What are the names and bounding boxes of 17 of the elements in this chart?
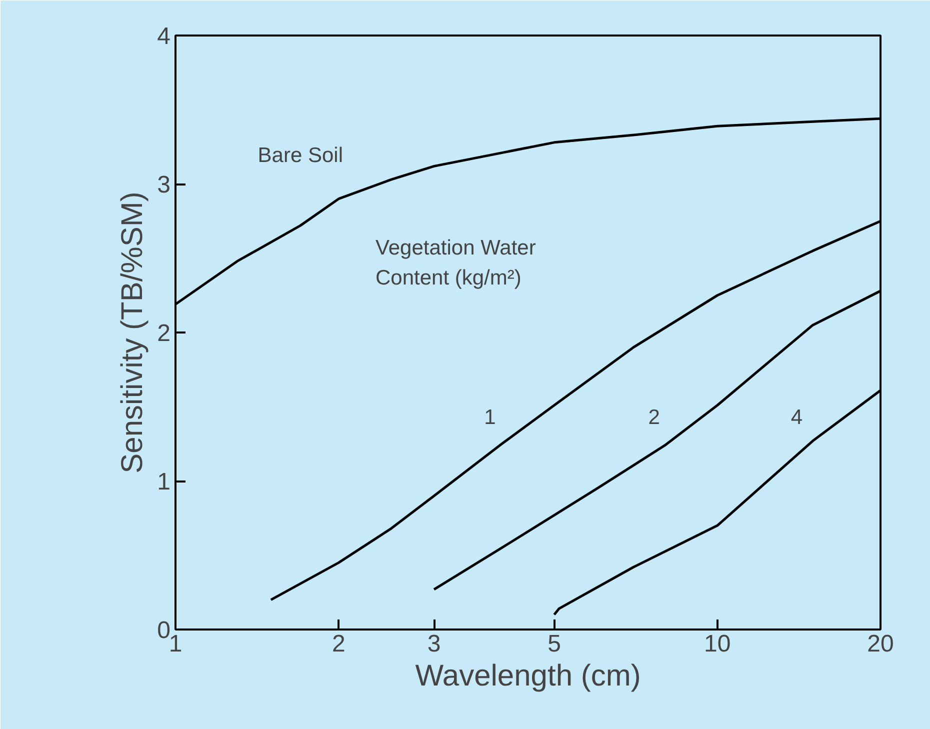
series-label: 2 (648, 406, 660, 430)
annotation: Vegetation Water Content (kg/m²) (376, 236, 536, 290)
y-tick-label: 1 (157, 468, 171, 496)
series-label: 4 (790, 406, 803, 430)
x-tick-label: 20 (867, 630, 894, 658)
x-axis-title: Wavelength (cm) (415, 660, 641, 692)
y-tick-label: 3 (157, 172, 171, 198)
y-tick-label: 4 (157, 23, 171, 50)
x-tick-label: 3 (427, 630, 441, 658)
series-label: Bare Soil (258, 144, 343, 168)
y-tick-label: 0 (157, 617, 171, 644)
y-axis-title: Sensitivity (TB/%SM) (116, 192, 150, 474)
x-tick-label: 2 (332, 630, 346, 658)
x-tick-label: 5 (548, 630, 561, 658)
y-tick-label: 2 (157, 320, 171, 347)
x-tick-label: 10 (704, 630, 731, 658)
series-label: 1 (484, 406, 496, 430)
